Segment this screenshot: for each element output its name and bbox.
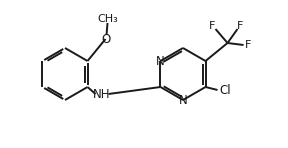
- Text: F: F: [245, 40, 252, 50]
- Text: N: N: [179, 94, 187, 107]
- Text: N: N: [156, 54, 165, 67]
- Text: O: O: [101, 33, 110, 45]
- Text: F: F: [209, 21, 216, 31]
- Text: NH: NH: [93, 89, 110, 102]
- Text: Cl: Cl: [220, 85, 231, 98]
- Text: F: F: [237, 21, 244, 31]
- Text: CH₃: CH₃: [97, 14, 118, 24]
